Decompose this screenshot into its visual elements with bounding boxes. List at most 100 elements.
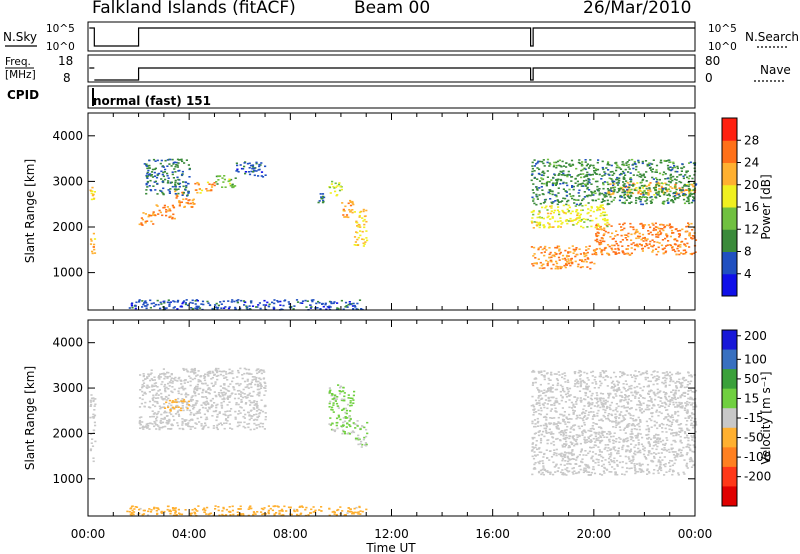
data-point	[555, 265, 558, 268]
data-point	[659, 461, 662, 463]
data-point	[208, 189, 211, 192]
data-point	[331, 406, 334, 409]
data-point	[683, 243, 686, 245]
data-point	[593, 414, 596, 416]
data-point	[539, 460, 542, 463]
data-point	[654, 171, 657, 173]
data-point	[656, 437, 659, 439]
data-point	[639, 394, 642, 396]
data-point	[560, 430, 564, 432]
data-point	[141, 398, 144, 401]
data-point	[192, 408, 195, 410]
data-point	[187, 404, 190, 406]
data-point	[144, 378, 147, 380]
data-point	[329, 389, 332, 392]
data-point	[654, 248, 658, 250]
data-point	[681, 228, 684, 231]
data-point	[561, 373, 564, 375]
data-point	[594, 199, 597, 202]
data-point	[204, 422, 207, 424]
data-point	[153, 412, 156, 414]
data-point	[546, 212, 550, 215]
data-point	[194, 404, 197, 406]
data-point	[598, 193, 601, 196]
data-point	[262, 508, 265, 511]
data-point	[585, 218, 588, 221]
data-point	[654, 444, 657, 446]
data-point	[174, 379, 177, 382]
data-point	[635, 391, 638, 394]
data-point	[134, 307, 137, 310]
data-point	[574, 182, 577, 184]
data-point	[223, 387, 226, 390]
data-point	[553, 173, 556, 175]
data-cell	[89, 186, 96, 201]
data-point	[633, 463, 636, 465]
data-point	[91, 445, 95, 447]
data-point	[582, 430, 585, 432]
data-point	[586, 163, 589, 165]
data-point	[583, 196, 586, 198]
data-point	[234, 416, 237, 419]
data-point	[287, 301, 290, 303]
data-point	[145, 192, 148, 195]
data-point	[244, 403, 247, 405]
data-point	[199, 387, 202, 390]
data-point	[600, 436, 603, 439]
data-point	[190, 396, 193, 399]
data-point	[641, 470, 644, 472]
data-point	[175, 161, 178, 164]
data-point	[545, 205, 548, 208]
data-point	[591, 455, 594, 458]
data-point	[163, 403, 166, 405]
data-point	[581, 461, 584, 464]
data-point	[583, 253, 586, 256]
data-point	[318, 200, 321, 202]
data-point	[689, 460, 692, 463]
data-point	[592, 411, 595, 413]
data-point	[637, 443, 640, 446]
data-point	[670, 429, 674, 431]
data-point	[147, 375, 150, 377]
data-point	[655, 236, 658, 238]
data-point	[655, 164, 659, 167]
data-point	[654, 437, 657, 439]
data-point	[229, 383, 232, 385]
data-point	[344, 417, 347, 419]
data-point	[664, 173, 667, 175]
data-point	[618, 417, 621, 419]
data-point	[676, 230, 679, 232]
data-point	[660, 469, 663, 472]
data-point	[349, 400, 352, 402]
data-point	[128, 510, 131, 513]
data-point	[257, 423, 260, 426]
data-point	[648, 404, 651, 407]
data-point	[617, 447, 620, 450]
data-point	[607, 231, 610, 234]
data-point	[552, 263, 555, 266]
data-point	[687, 439, 690, 442]
data-point	[336, 427, 339, 430]
data-point	[662, 252, 665, 254]
data-point	[567, 381, 570, 383]
data-point	[216, 183, 219, 185]
data-point	[217, 374, 220, 377]
data-point	[634, 453, 637, 456]
data-point	[174, 509, 177, 512]
data-point	[152, 394, 155, 397]
data-point	[532, 227, 535, 229]
data-point	[601, 439, 604, 442]
data-point	[556, 247, 559, 249]
data-point	[647, 193, 650, 195]
data-point	[536, 448, 539, 451]
data-point	[160, 373, 164, 375]
data-point	[543, 370, 546, 372]
data-point	[209, 512, 213, 515]
data-point	[333, 513, 336, 515]
data-point	[651, 407, 654, 409]
data-point	[267, 511, 270, 513]
data-point	[567, 258, 570, 260]
data-point	[665, 437, 668, 439]
data-point	[585, 385, 588, 388]
data-point	[553, 466, 556, 468]
